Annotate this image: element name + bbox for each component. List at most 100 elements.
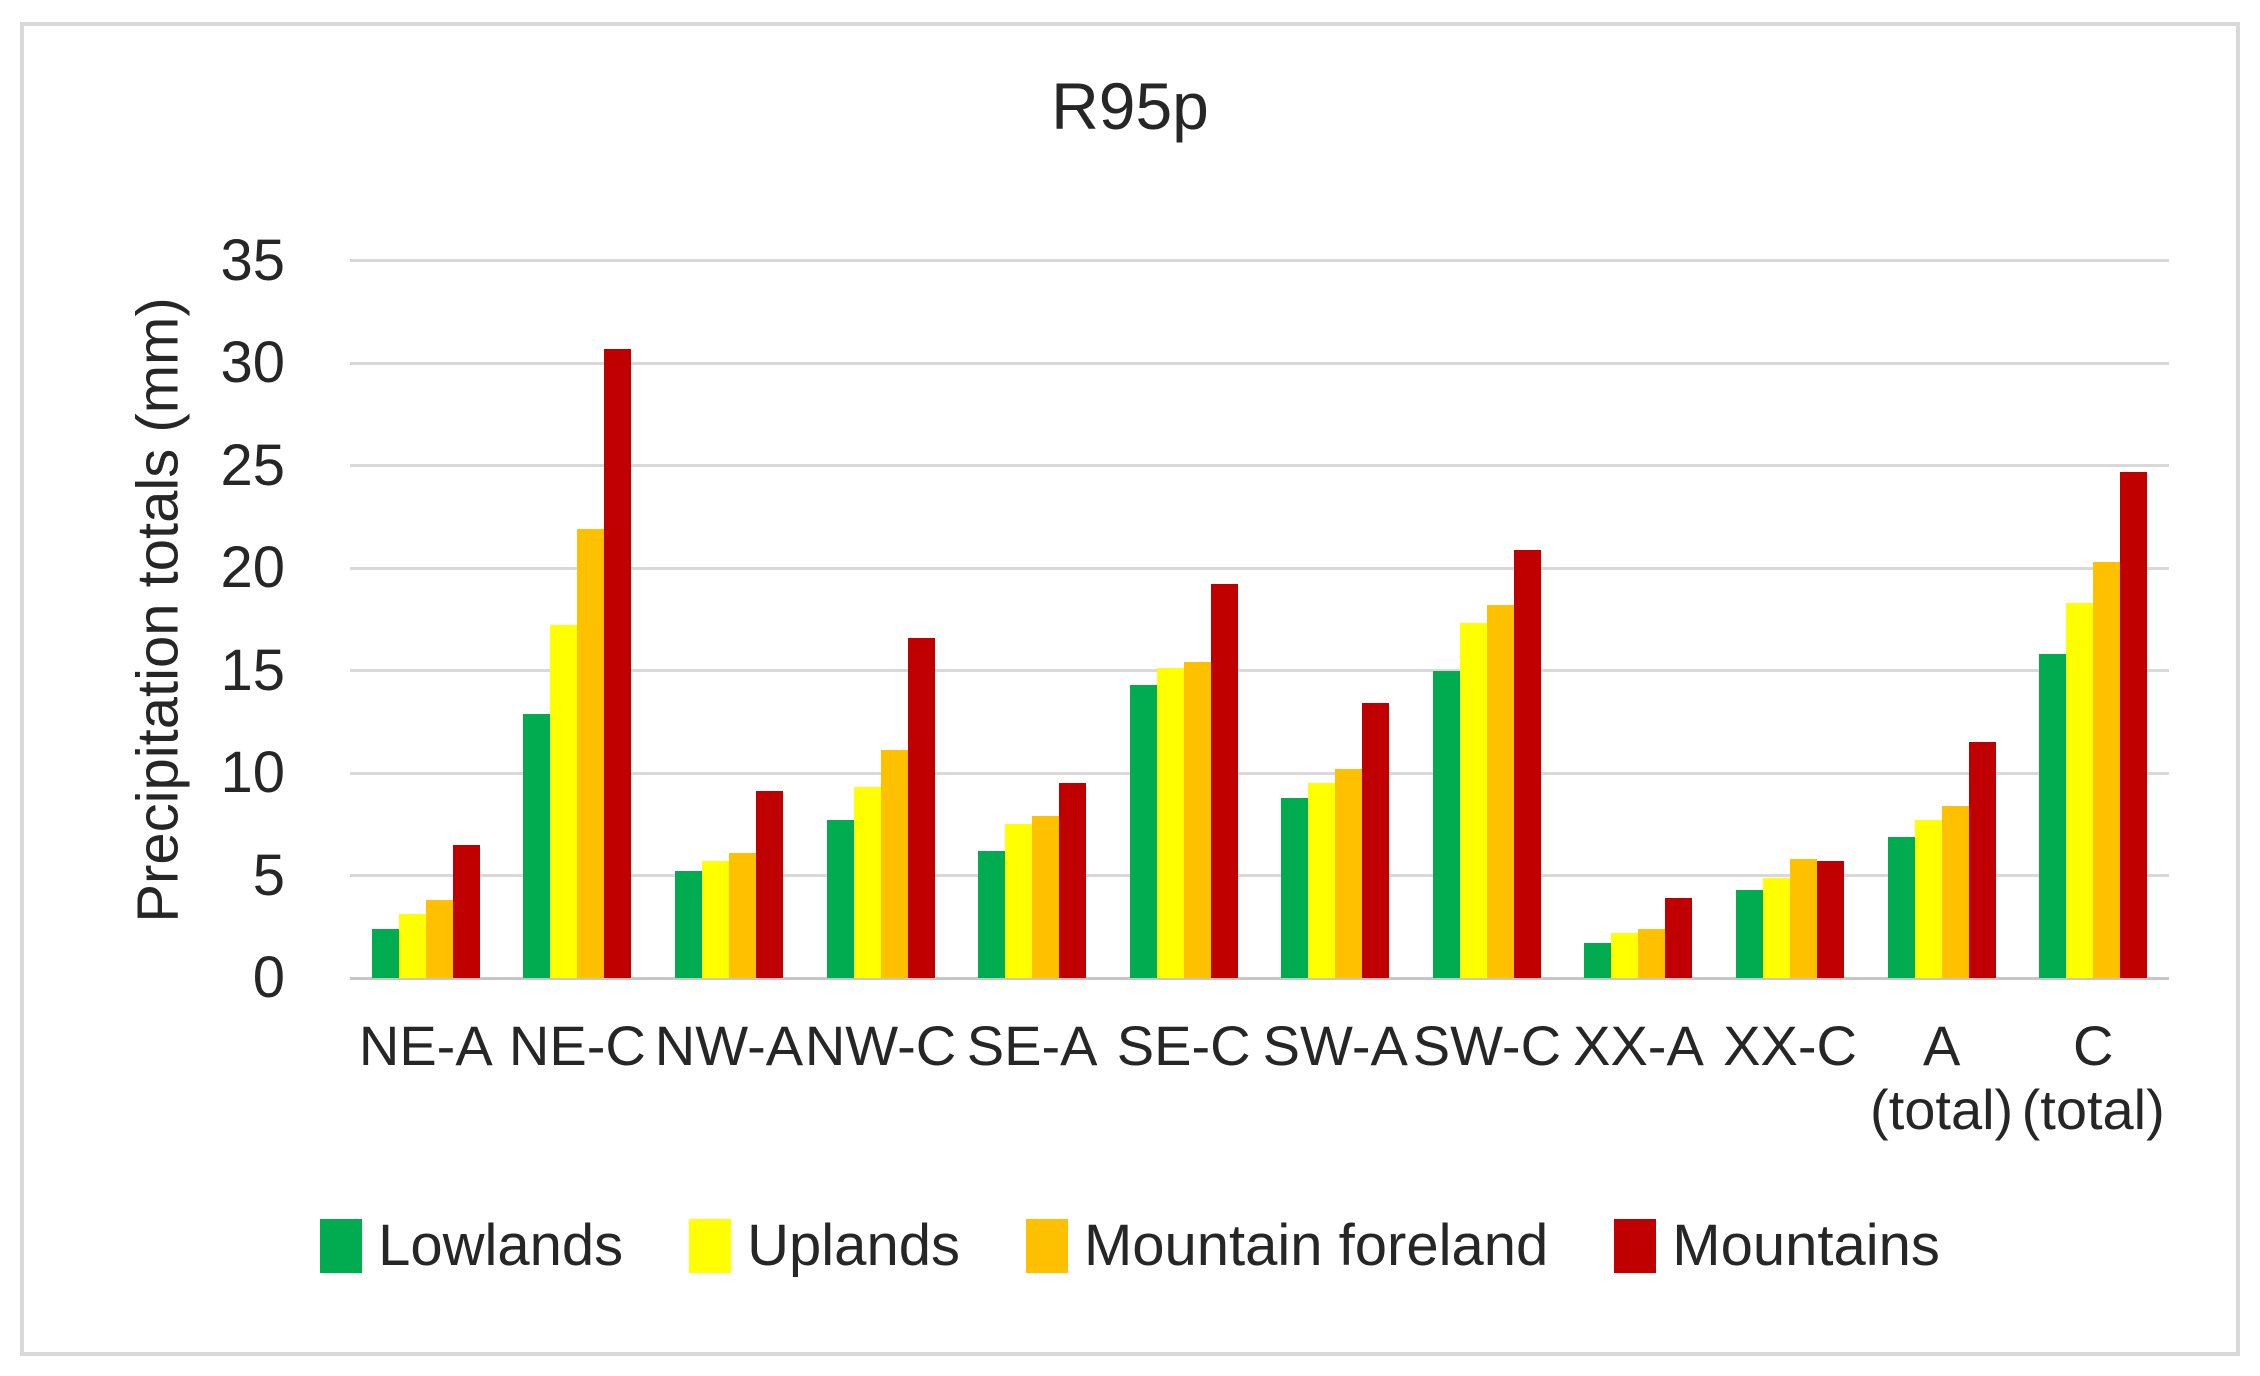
x-category-label-line1: C xyxy=(2072,1014,2114,1077)
bar-SE-A-uplands xyxy=(1005,824,1033,978)
bar-NE-C-mountain-foreland xyxy=(577,529,605,978)
x-category-label-C: C (total) xyxy=(1983,1014,2203,1142)
x-category-label-SE-A: SE-A xyxy=(922,1014,1142,1078)
bar-XX-A-uplands xyxy=(1611,932,1639,978)
bar-SE-C-uplands xyxy=(1156,668,1184,978)
x-category-label-line1: XX-A xyxy=(1573,1014,1704,1077)
bar-NE-C-mountains xyxy=(604,348,632,978)
legend-item-mountains: Mountains xyxy=(1614,1212,1940,1279)
bar-NE-A-uplands xyxy=(398,914,426,978)
x-category-label-line1: SE-C xyxy=(1116,1014,1251,1077)
y-tick-label-20: 20 xyxy=(220,535,285,600)
bar-XX-C-mountain-foreland xyxy=(1790,859,1818,978)
legend-item-uplands: Uplands xyxy=(689,1212,960,1279)
x-category-label-SW-C: SW-C xyxy=(1377,1014,1597,1078)
bar-SE-C-mountain-foreland xyxy=(1183,662,1211,978)
x-category-label-SW-A: SW-A xyxy=(1225,1014,1445,1078)
gridline-y5 xyxy=(350,874,2169,877)
bar-NE-A-mountains xyxy=(452,844,480,978)
bar-SE-A-lowlands xyxy=(978,850,1006,978)
legend-swatch-icon xyxy=(1025,1218,1068,1273)
y-tick-label-35: 35 xyxy=(220,227,285,293)
x-category-label-NE-C: NE-C xyxy=(467,1014,687,1078)
bar-SW-C-mountain-foreland xyxy=(1486,604,1514,978)
bar-XX-C-uplands xyxy=(1763,877,1791,978)
bar-XX-A-mountain-foreland xyxy=(1638,928,1666,978)
bar-NW-A-uplands xyxy=(701,861,729,978)
bar-SW-A-mountains xyxy=(1362,703,1390,978)
legend: Lowlands Uplands Mountain foreland Mountain… xyxy=(0,1212,2260,1279)
bar-SE-C-mountains xyxy=(1210,584,1238,978)
bar-SW-A-uplands xyxy=(1308,783,1336,978)
bar-NW-A-mountain-foreland xyxy=(728,852,756,978)
legend-label: Mountains xyxy=(1672,1213,1940,1278)
legend-swatch-icon xyxy=(1614,1218,1657,1273)
y-tick-label-10: 10 xyxy=(220,740,285,805)
x-category-label-line2: (total) xyxy=(2021,1078,2165,1141)
bar-XX-C-mountains xyxy=(1817,861,1845,978)
y-tick-label-15: 15 xyxy=(220,637,285,703)
bar-SW-A-lowlands xyxy=(1281,797,1309,978)
bar-SE-C-lowlands xyxy=(1129,684,1157,978)
x-category-label-line1: NW-A xyxy=(654,1014,804,1077)
y-tick-label-5: 5 xyxy=(252,842,285,908)
bar-SE-A-mountains xyxy=(1059,783,1087,978)
bar-XX-A-mountains xyxy=(1665,898,1693,978)
bar-C-mountains xyxy=(2120,471,2148,978)
bar-A-mountains xyxy=(1968,742,1996,978)
bar-NE-A-lowlands xyxy=(371,928,399,978)
chart-title: R95p xyxy=(1051,69,1209,143)
bar-SW-C-mountains xyxy=(1513,549,1541,978)
x-category-label-XX-A: XX-A xyxy=(1528,1014,1748,1078)
x-category-label-line1: SW-C xyxy=(1412,1014,1562,1077)
x-category-label-line1: XX-C xyxy=(1723,1014,1857,1077)
gridline-y25 xyxy=(350,464,2169,467)
bar-SW-A-mountain-foreland xyxy=(1335,768,1363,978)
legend-label: Mountain foreland xyxy=(1083,1213,1549,1278)
bar-A-mountain-foreland xyxy=(1941,805,1969,978)
x-category-label-XX-C: XX-C xyxy=(1680,1014,1900,1078)
bar-NE-C-lowlands xyxy=(523,713,551,978)
bar-SE-A-mountain-foreland xyxy=(1032,816,1060,978)
x-category-label-line1: NE-A xyxy=(358,1014,493,1077)
y-tick-label-25: 25 xyxy=(220,432,285,498)
x-category-label-line1: SW-A xyxy=(1262,1014,1408,1077)
bar-NW-C-lowlands xyxy=(826,820,854,978)
legend-label: Uplands xyxy=(747,1213,960,1278)
x-category-label-line1: SE-A xyxy=(966,1014,1098,1077)
bar-C-uplands xyxy=(2066,602,2094,978)
y-tick-label-0: 0 xyxy=(252,945,285,1010)
legend-swatch-icon xyxy=(320,1218,363,1273)
bar-C-mountain-foreland xyxy=(2093,561,2121,978)
bar-A-lowlands xyxy=(1887,836,1915,978)
x-category-label-line1: A xyxy=(1922,1014,1961,1077)
bar-NW-C-uplands xyxy=(853,787,881,978)
bar-A-uplands xyxy=(1914,820,1942,978)
bar-NE-A-mountain-foreland xyxy=(425,900,453,978)
gridline-y30 xyxy=(350,361,2169,365)
gridline-y15 xyxy=(350,669,2169,672)
x-category-label-line1: NW-C xyxy=(804,1014,957,1077)
x-category-label-NW-C: NW-C xyxy=(771,1014,991,1078)
x-category-label-NE-A: NE-A xyxy=(316,1014,536,1078)
legend-item-mountain-foreland: Mountain foreland xyxy=(1025,1212,1549,1279)
bar-XX-A-lowlands xyxy=(1584,943,1612,978)
gridline-y20 xyxy=(350,566,2169,570)
bar-SW-C-uplands xyxy=(1459,623,1487,978)
x-axis-line xyxy=(350,976,2169,980)
bar-NW-A-lowlands xyxy=(674,871,702,978)
bar-XX-C-lowlands xyxy=(1736,889,1764,978)
legend-swatch-icon xyxy=(689,1218,732,1273)
bar-SW-C-lowlands xyxy=(1432,670,1460,978)
bar-NW-C-mountains xyxy=(907,637,935,978)
bar-NW-A-mountains xyxy=(755,791,783,978)
y-tick-label-30: 30 xyxy=(220,330,285,395)
x-category-label-SE-C: SE-C xyxy=(1074,1014,1294,1078)
gridline-y35 xyxy=(350,259,2169,262)
legend-label: Lowlands xyxy=(378,1213,624,1278)
legend-item-lowlands: Lowlands xyxy=(320,1212,623,1279)
bar-NE-C-uplands xyxy=(550,625,578,978)
x-category-label-NW-A: NW-A xyxy=(619,1014,839,1078)
x-category-label-line1: NE-C xyxy=(508,1014,646,1077)
